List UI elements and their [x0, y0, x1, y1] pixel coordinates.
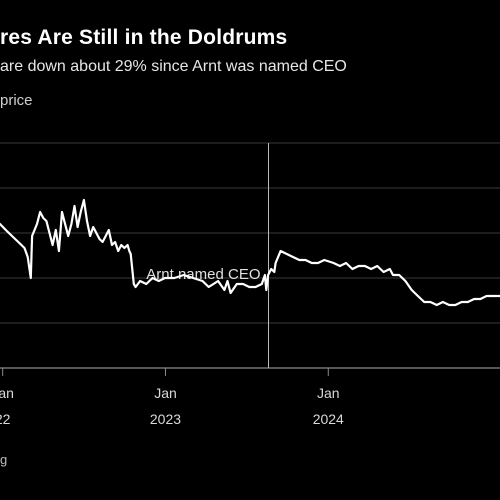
chart-source: g [0, 452, 8, 467]
gridlines [0, 142, 500, 324]
y-axis-label: price [0, 92, 33, 109]
x-tick-label: Jan [317, 385, 340, 401]
series-marks: Arnt named CEO [0, 143, 500, 368]
x-tick-year-label: 2023 [150, 411, 181, 427]
x-tick-label: Jan [0, 385, 14, 401]
series-line [0, 198, 500, 307]
x-tick-year-label: 2024 [313, 411, 344, 427]
x-tick-label: Jan [154, 385, 177, 401]
axes: Jan 22 Jan 2023 Jan 2024 [0, 367, 500, 427]
chart-subtitle: are down about 29% since Arnt was named … [0, 58, 347, 75]
x-tick-year-label: 22 [0, 411, 11, 427]
chart-title: res Are Still in the Doldrums [0, 26, 288, 49]
